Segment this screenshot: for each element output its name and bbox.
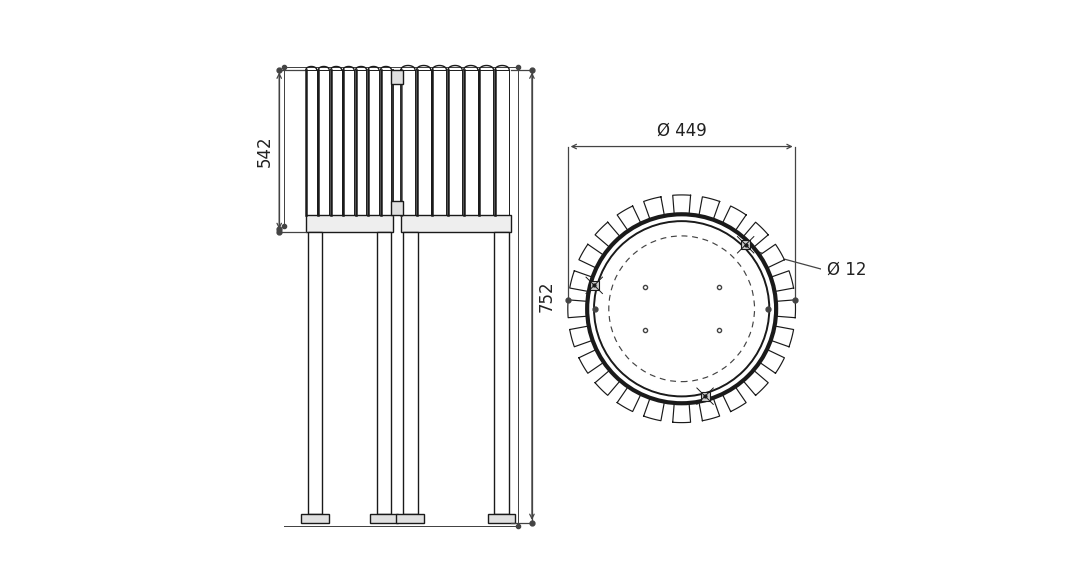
Polygon shape [464,70,477,215]
Bar [495,232,509,514]
Bar [392,70,402,84]
Polygon shape [330,70,341,215]
Bar [487,514,515,523]
Polygon shape [416,70,430,215]
Bar [306,215,393,232]
Polygon shape [480,70,494,215]
Polygon shape [760,349,784,374]
Polygon shape [617,206,641,231]
Polygon shape [579,349,604,374]
Bar [377,232,391,514]
Polygon shape [743,222,768,248]
Polygon shape [776,300,795,317]
Text: Ø 356: Ø 356 [657,284,707,302]
Polygon shape [496,70,510,215]
Bar [401,215,511,232]
Polygon shape [570,326,592,347]
Polygon shape [393,70,401,215]
Polygon shape [722,206,746,231]
Polygon shape [673,403,691,423]
Bar [590,281,599,290]
Bar [308,232,323,514]
Bar [396,514,424,523]
Bar [701,392,709,401]
Polygon shape [401,70,415,215]
Polygon shape [644,197,664,220]
Polygon shape [570,271,592,292]
Polygon shape [770,271,794,292]
Polygon shape [368,70,379,215]
Polygon shape [596,222,620,248]
Polygon shape [568,300,587,317]
Polygon shape [770,326,794,347]
Polygon shape [596,370,620,395]
Polygon shape [306,70,317,215]
Text: Ø 449: Ø 449 [657,122,706,140]
Polygon shape [319,70,329,215]
Polygon shape [343,70,354,215]
Polygon shape [432,70,446,215]
Polygon shape [579,244,604,268]
Text: Ø 12: Ø 12 [827,261,866,279]
Polygon shape [356,70,367,215]
Circle shape [588,215,776,403]
Circle shape [596,223,767,395]
Polygon shape [449,70,462,215]
Polygon shape [760,244,784,268]
Polygon shape [743,370,768,395]
Polygon shape [699,398,720,421]
Polygon shape [673,195,691,214]
Bar [370,514,398,523]
Text: 542: 542 [256,135,274,166]
Polygon shape [381,70,392,215]
Text: 752: 752 [538,280,555,312]
Bar [403,232,417,514]
Polygon shape [699,197,720,220]
Bar [302,514,329,523]
Polygon shape [617,387,641,411]
Bar [741,240,750,249]
Bar [392,201,402,215]
Polygon shape [644,398,664,421]
Polygon shape [722,387,746,411]
